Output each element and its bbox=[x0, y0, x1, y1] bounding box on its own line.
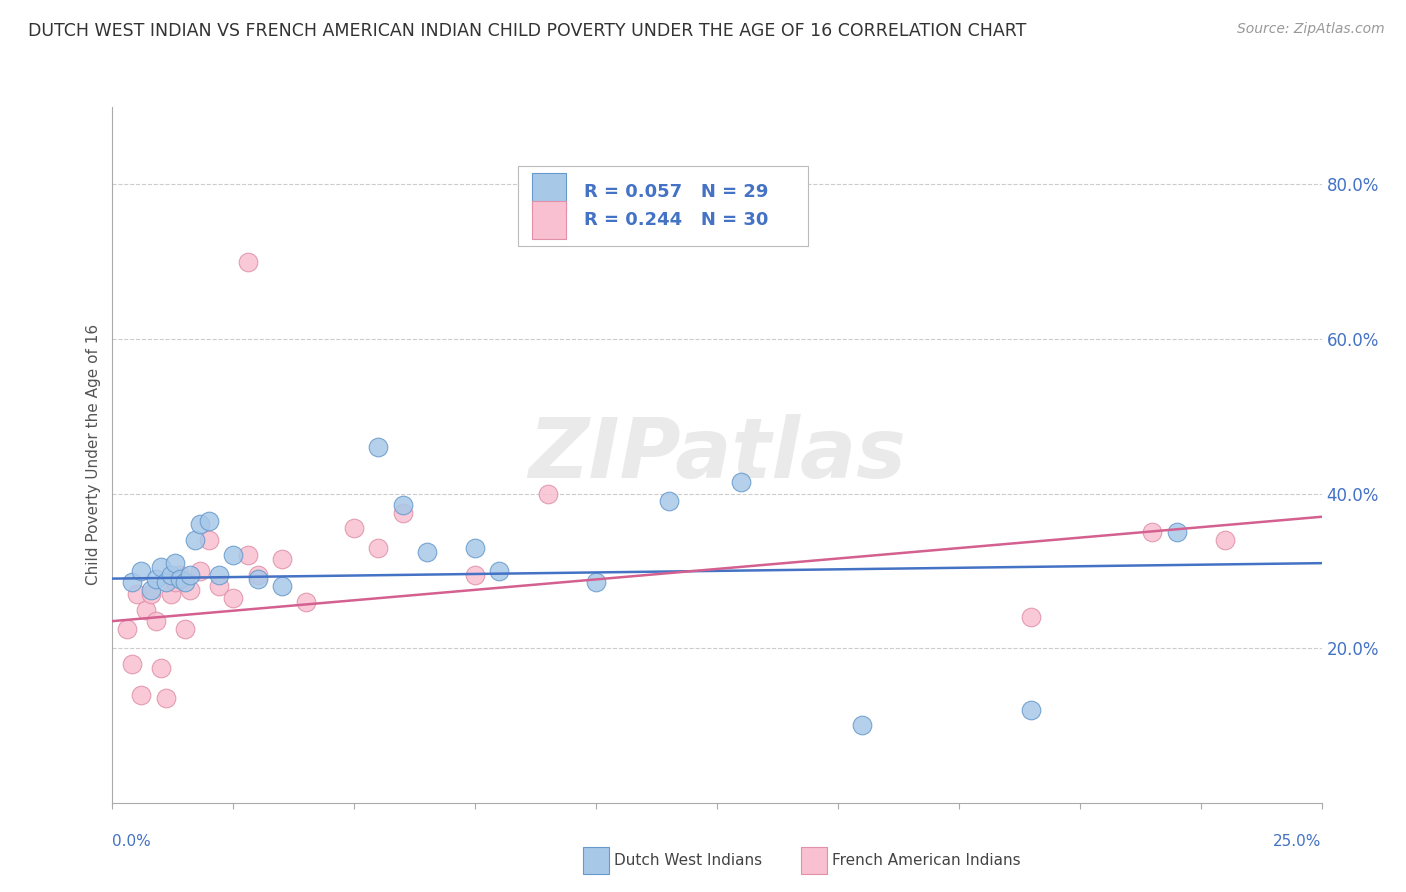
Point bbox=[121, 657, 143, 671]
Point bbox=[295, 595, 318, 609]
Point bbox=[1142, 525, 1164, 540]
Point bbox=[488, 564, 510, 578]
Point bbox=[141, 587, 163, 601]
Point bbox=[125, 587, 148, 601]
Text: R = 0.057   N = 29: R = 0.057 N = 29 bbox=[583, 183, 769, 202]
Point bbox=[145, 572, 167, 586]
Point bbox=[236, 254, 259, 268]
Point bbox=[658, 494, 681, 508]
Text: Source: ZipAtlas.com: Source: ZipAtlas.com bbox=[1237, 22, 1385, 37]
Point bbox=[537, 486, 560, 500]
Point bbox=[174, 622, 197, 636]
Y-axis label: Child Poverty Under the Age of 16: Child Poverty Under the Age of 16 bbox=[86, 325, 101, 585]
Point bbox=[155, 691, 177, 706]
Point bbox=[183, 533, 205, 547]
Point bbox=[169, 572, 191, 586]
Point bbox=[270, 552, 292, 566]
Point bbox=[165, 556, 187, 570]
Point bbox=[222, 591, 245, 605]
Point bbox=[121, 575, 143, 590]
Point bbox=[159, 587, 181, 601]
Point bbox=[149, 660, 172, 674]
Point bbox=[131, 688, 153, 702]
Point bbox=[155, 575, 177, 590]
Point bbox=[208, 567, 231, 582]
Point bbox=[198, 533, 221, 547]
Point bbox=[135, 602, 157, 616]
Text: ZIPatlas: ZIPatlas bbox=[529, 415, 905, 495]
Point bbox=[343, 521, 366, 535]
Text: 25.0%: 25.0% bbox=[1274, 834, 1322, 849]
Point bbox=[246, 572, 269, 586]
Point bbox=[115, 622, 138, 636]
Point bbox=[1021, 610, 1043, 624]
Text: DUTCH WEST INDIAN VS FRENCH AMERICAN INDIAN CHILD POVERTY UNDER THE AGE OF 16 CO: DUTCH WEST INDIAN VS FRENCH AMERICAN IND… bbox=[28, 22, 1026, 40]
Point bbox=[1213, 533, 1236, 547]
Text: Dutch West Indians: Dutch West Indians bbox=[614, 854, 762, 868]
FancyBboxPatch shape bbox=[531, 173, 565, 211]
Point bbox=[464, 567, 486, 582]
Point bbox=[1166, 525, 1188, 540]
Point bbox=[270, 579, 292, 593]
Point bbox=[391, 506, 413, 520]
Point bbox=[464, 541, 486, 555]
Text: French American Indians: French American Indians bbox=[832, 854, 1021, 868]
Point bbox=[222, 549, 245, 563]
Point bbox=[1021, 703, 1043, 717]
Point bbox=[367, 440, 389, 454]
Point bbox=[159, 567, 181, 582]
Point bbox=[391, 498, 413, 512]
Point bbox=[188, 564, 211, 578]
Point bbox=[165, 575, 187, 590]
Point bbox=[169, 567, 191, 582]
Point bbox=[188, 517, 211, 532]
FancyBboxPatch shape bbox=[531, 201, 565, 239]
Point bbox=[198, 514, 221, 528]
Point bbox=[174, 575, 197, 590]
Point bbox=[208, 579, 231, 593]
Point bbox=[141, 583, 163, 598]
Point bbox=[179, 567, 201, 582]
Point bbox=[585, 575, 607, 590]
Point bbox=[131, 564, 153, 578]
Text: R = 0.244   N = 30: R = 0.244 N = 30 bbox=[583, 211, 769, 229]
Point bbox=[367, 541, 389, 555]
Point bbox=[145, 614, 167, 628]
Point bbox=[246, 567, 269, 582]
Text: 0.0%: 0.0% bbox=[112, 834, 152, 849]
FancyBboxPatch shape bbox=[517, 166, 807, 246]
Point bbox=[851, 718, 873, 732]
Point bbox=[149, 560, 172, 574]
Point bbox=[179, 583, 201, 598]
Point bbox=[236, 549, 259, 563]
Point bbox=[730, 475, 752, 489]
Point bbox=[416, 544, 439, 558]
